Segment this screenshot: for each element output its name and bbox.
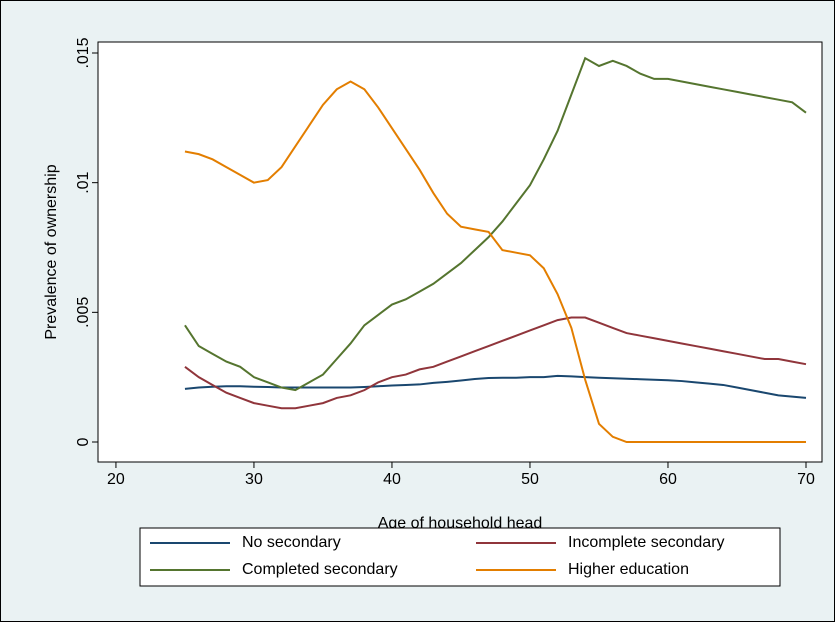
legend	[139, 527, 781, 587]
series-line	[184, 56, 807, 392]
series-line	[184, 80, 806, 444]
x-tick-label: 50	[521, 471, 539, 488]
x-tick-label: 40	[383, 471, 401, 488]
plot-area	[97, 41, 823, 463]
y-tick-label: 0	[75, 437, 92, 446]
series-line	[184, 374, 807, 399]
legend-label: Completed secondary	[242, 561, 398, 578]
legend-label: No secondary	[242, 534, 341, 551]
legend-label: Incomplete secondary	[568, 534, 725, 551]
legend-label: Higher education	[568, 561, 689, 578]
y-tick-label: .015	[75, 37, 92, 68]
series-line	[184, 316, 807, 410]
y-tick-label: .01	[75, 171, 92, 193]
x-tick-label: 70	[797, 471, 815, 488]
y-tick-label: .005	[75, 297, 92, 328]
y-axis-label: Prevalence of ownership	[43, 164, 60, 339]
x-tick-label: 20	[107, 471, 125, 488]
x-tick-label: 30	[245, 471, 263, 488]
x-tick-label: 60	[659, 471, 677, 488]
